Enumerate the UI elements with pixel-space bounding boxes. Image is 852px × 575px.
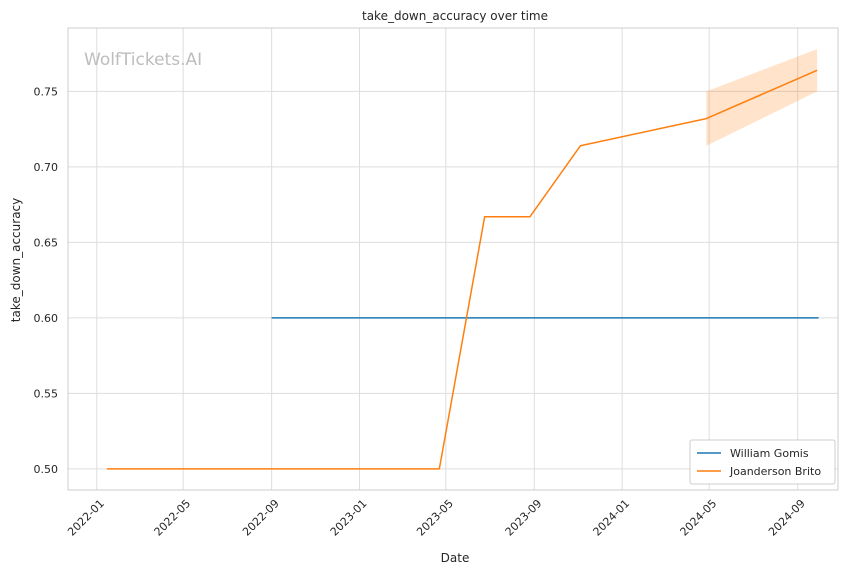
- confidence-band: [706, 49, 818, 146]
- x-axis-title: Date: [441, 551, 470, 565]
- y-tick-labels: 0.50 0.55 0.60 0.65 0.70 0.75: [34, 85, 59, 475]
- plot-frame: [67, 27, 839, 491]
- legend-label-william-gomis: William Gomis: [730, 447, 809, 460]
- series-line: [106, 69, 818, 470]
- legend-label-joanderson-brito: Joanderson Brito: [729, 465, 821, 478]
- x-tick-label: 2024-05: [678, 497, 720, 539]
- x-tick-label: 2024-01: [591, 497, 633, 539]
- watermark-text: WolfTickets.AI: [84, 50, 202, 70]
- x-tick-labels: 2022-01 2022-05 2022-09 2023-01 2023-05 2023-…: [65, 497, 808, 539]
- y-tick-label: 0.60: [34, 312, 59, 325]
- y-tick-label: 0.65: [34, 236, 59, 249]
- chart-title: take_down_accuracy over time: [362, 9, 548, 23]
- y-tick-label: 0.50: [34, 463, 59, 476]
- y-axis-title: take_down_accuracy: [9, 198, 23, 322]
- x-tick-label: 2022-01: [65, 497, 107, 539]
- x-tick-label: 2024-09: [766, 497, 808, 539]
- x-tick-label: 2023-01: [328, 497, 370, 539]
- confidence-bands: [706, 49, 818, 146]
- x-tick-label: 2022-05: [152, 497, 194, 539]
- series-lines: [106, 69, 819, 470]
- x-tick-label: 2023-09: [503, 497, 545, 539]
- y-tick-label: 0.70: [34, 161, 59, 174]
- x-tick-label: 2022-09: [240, 497, 282, 539]
- legend-box: [689, 439, 836, 485]
- y-tick-label: 0.55: [34, 387, 59, 400]
- legend: William Gomis Joanderson Brito: [689, 439, 836, 485]
- y-tick-label: 0.75: [34, 85, 59, 98]
- x-tick-label: 2023-05: [414, 497, 456, 539]
